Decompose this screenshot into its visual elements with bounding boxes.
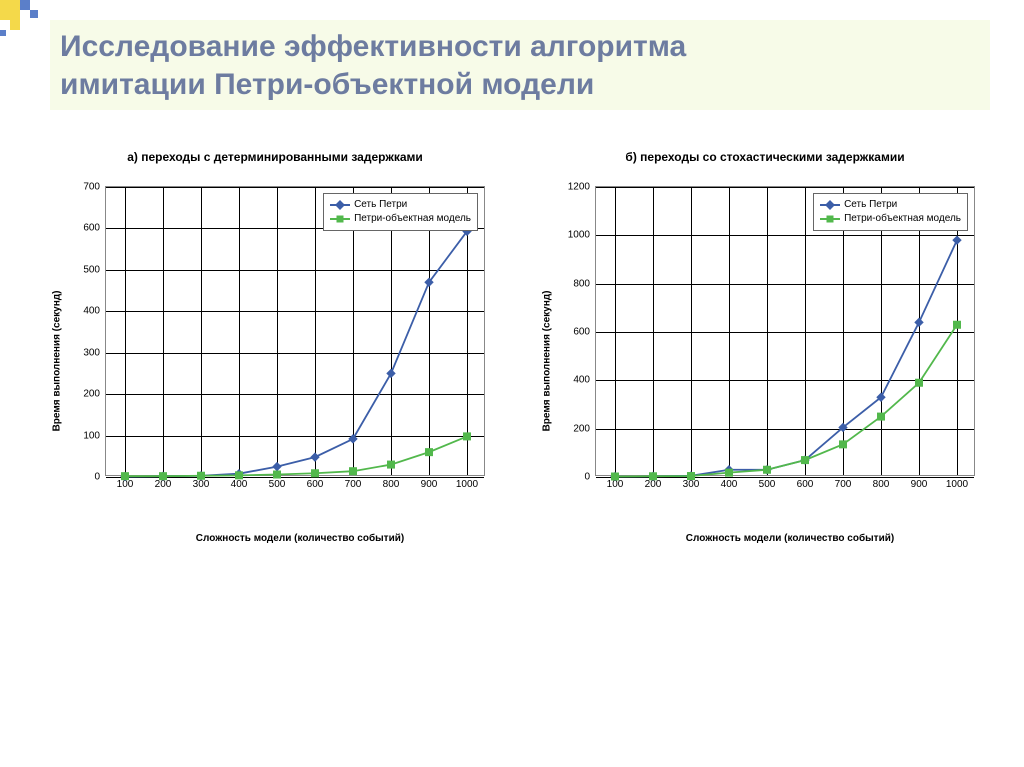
ytick: 400 (556, 375, 596, 386)
xtick: 1000 (946, 475, 968, 490)
chart-b-title: б) переходы со стохастическими задержкам… (535, 150, 995, 164)
xtick: 900 (911, 475, 928, 490)
ytick: 0 (66, 472, 106, 483)
legend: Сеть ПетриПетри-объектная модель (323, 193, 478, 231)
ytick: 700 (66, 182, 106, 193)
chart-a-xlabel: Сложность модели (количество событий) (105, 533, 495, 544)
xtick: 500 (759, 475, 776, 490)
xtick: 800 (873, 475, 890, 490)
chart-b: б) переходы со стохастическими задержкам… (535, 150, 995, 546)
ytick: 800 (556, 278, 596, 289)
ytick: 400 (66, 306, 106, 317)
xtick: 600 (797, 475, 814, 490)
ytick: 600 (556, 327, 596, 338)
xtick: 400 (721, 475, 738, 490)
page-title: Исследование эффективности алгоритма ими… (60, 28, 994, 103)
ytick: 500 (66, 264, 106, 275)
xtick: 700 (835, 475, 852, 490)
ytick: 0 (556, 472, 596, 483)
ytick: 200 (66, 389, 106, 400)
ytick: 300 (66, 347, 106, 358)
xtick: 800 (383, 475, 400, 490)
chart-a: а) переходы с детерминированными задержк… (45, 150, 505, 546)
ytick: 100 (66, 430, 106, 441)
chart-a-ylabel: Время выполнения (секунд) (52, 291, 63, 432)
title-line-2: имитации Петри-объектной модели (60, 68, 594, 101)
title-line-1: Исследование эффективности алгоритма (60, 30, 686, 63)
xtick: 1000 (456, 475, 478, 490)
ytick: 1000 (556, 230, 596, 241)
xtick: 900 (421, 475, 438, 490)
chart-b-xlabel: Сложность модели (количество событий) (595, 533, 985, 544)
xtick: 700 (345, 475, 362, 490)
chart-b-ylabel: Время выполнения (секунд) (542, 291, 553, 432)
ytick: 600 (66, 223, 106, 234)
legend: Сеть ПетриПетри-объектная модель (813, 193, 968, 231)
chart-a-title: а) переходы с детерминированными задержк… (45, 150, 505, 164)
ytick: 200 (556, 423, 596, 434)
ytick: 1200 (556, 182, 596, 193)
